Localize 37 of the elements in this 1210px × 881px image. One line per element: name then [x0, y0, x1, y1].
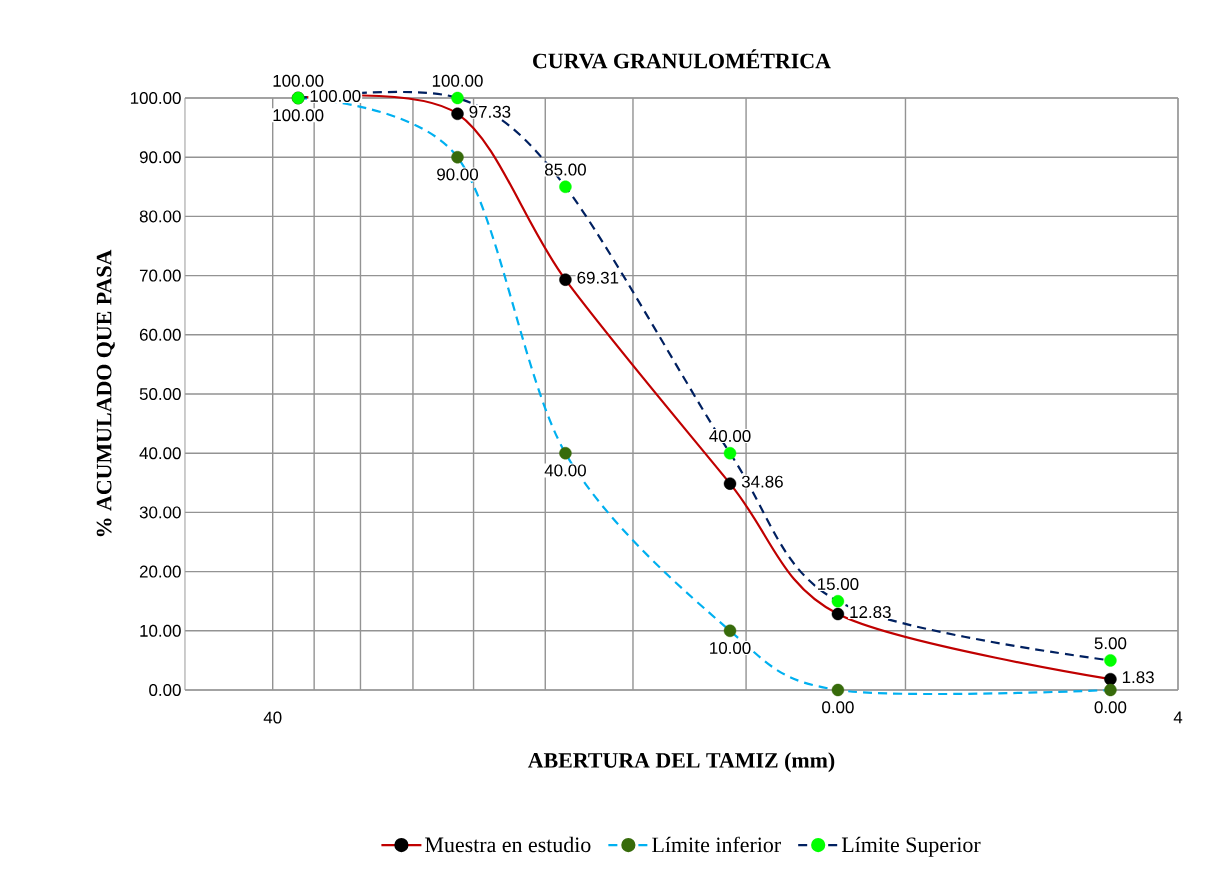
- data-label: 10.00: [710, 642, 751, 654]
- y-tick-label: 40.00: [139, 447, 181, 460]
- y-tick-label: 30.00: [139, 506, 181, 519]
- y-tick-label: 100.00: [130, 91, 181, 104]
- y-tick-label: 10.00: [140, 624, 181, 637]
- y-tick-label: 0.00: [149, 684, 181, 696]
- data-label: 0.00: [822, 701, 854, 714]
- data-label: 100.00: [310, 89, 361, 102]
- x-tick-label: 4: [1173, 711, 1183, 724]
- data-label: 97.33: [469, 105, 511, 118]
- y-tick-label: 80.00: [139, 210, 181, 223]
- data-label: 15.00: [818, 578, 859, 591]
- x-tick-label: 40: [263, 711, 282, 724]
- y-tick-label: 20.00: [139, 565, 181, 578]
- data-label: 69.31: [577, 271, 619, 284]
- y-tick-label: 90.00: [139, 151, 181, 164]
- data-label: 100.00: [432, 74, 483, 87]
- data-label: 34.86: [741, 475, 783, 488]
- y-axis-title: % ACUMULADO QUE PASA: [96, 249, 115, 537]
- data-label: 12.83: [850, 606, 891, 619]
- legend-label: Límite inferior: [652, 836, 781, 853]
- data-label: 1.83: [1122, 671, 1154, 684]
- chart-title: CURVA GRANULOMÉTRICA: [533, 49, 831, 69]
- y-tick-label: 60.00: [139, 328, 181, 341]
- data-label: 0.00: [1094, 701, 1127, 714]
- data-label: 85.00: [544, 163, 586, 176]
- y-tick-label: 70.00: [139, 269, 181, 282]
- x-axis-title: ABERTURA DEL TAMIZ (mm): [527, 752, 835, 773]
- legend-label: Muestra en estudio: [425, 836, 591, 853]
- data-label: 90.00: [437, 168, 479, 181]
- y-tick-label: 50.00: [139, 388, 181, 400]
- data-label: 5.00: [1094, 637, 1127, 650]
- data-label: 100.00: [273, 109, 324, 122]
- data-label: 40.00: [544, 464, 586, 477]
- data-label: 100.00: [273, 74, 324, 87]
- data-label: 40.00: [709, 430, 751, 442]
- legend-label: Límite Superior: [841, 836, 981, 857]
